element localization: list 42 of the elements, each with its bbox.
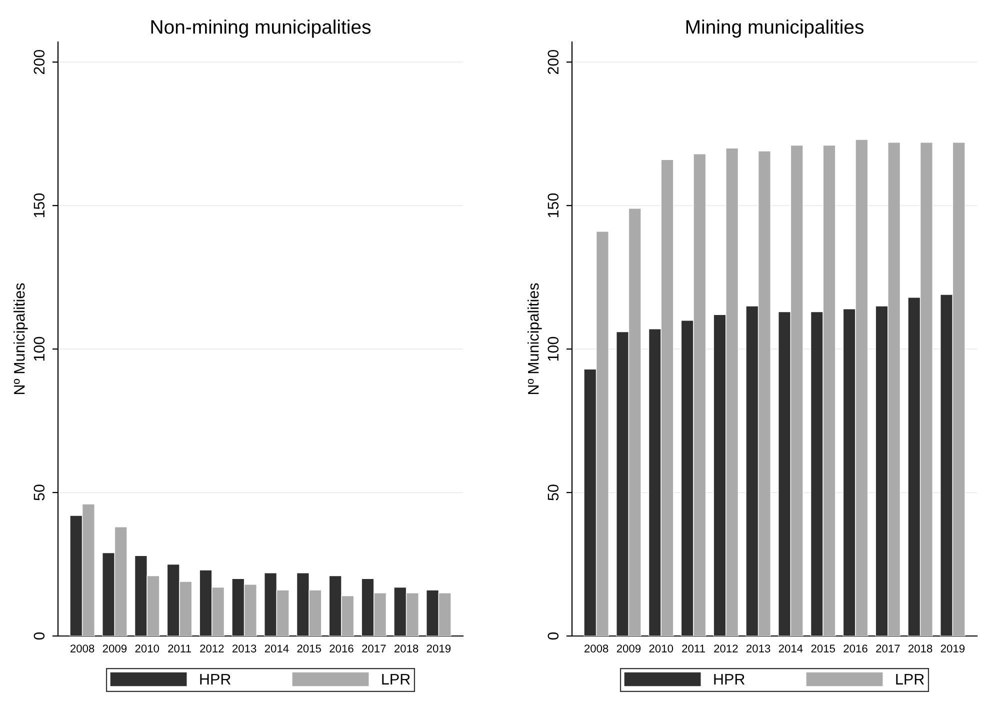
x-tick-label: 2010 — [649, 644, 674, 652]
legend-label: LPR — [382, 674, 410, 684]
x-tick-label: 2019 — [940, 644, 965, 652]
y-tick-label: 200 — [548, 50, 559, 74]
x-tick-label: 2016 — [330, 644, 354, 652]
x-tick-label: 2014 — [264, 644, 289, 652]
x-tick-label: 2015 — [297, 644, 321, 652]
chart-title: Mining municipalities — [686, 20, 864, 38]
x-tick-label: 2014 — [778, 644, 803, 652]
x-tick-label: 2009 — [102, 644, 127, 652]
y-tick-label: 0 — [548, 632, 559, 640]
x-tick-label: 2015 — [811, 644, 835, 652]
y-tick-label: 100 — [548, 336, 559, 361]
legend-label: HPR — [714, 674, 745, 684]
x-tick-label: 2010 — [135, 644, 160, 652]
x-tick-label: 2009 — [616, 644, 641, 652]
y-tick-label: 200 — [34, 50, 45, 74]
legend-label: LPR — [896, 674, 924, 684]
y-tick-label: 150 — [34, 193, 45, 218]
y-axis-title: Nº Municipalities — [14, 283, 28, 394]
x-tick-label: 2011 — [682, 644, 705, 652]
x-tick-label: 2017 — [362, 644, 386, 652]
x-tick-label: 2013 — [746, 644, 770, 652]
x-tick-label: 2012 — [714, 644, 738, 652]
legend-label: HPR — [200, 674, 231, 684]
y-tick-label: 100 — [34, 336, 45, 361]
x-tick-label: 2017 — [876, 644, 900, 652]
chart-title: Non-mining municipalities — [151, 20, 371, 38]
y-tick-label: 150 — [548, 193, 559, 218]
x-tick-label: 2012 — [200, 644, 224, 652]
x-tick-label: 2008 — [70, 644, 94, 652]
x-tick-label: 2011 — [168, 644, 191, 652]
x-tick-label: 2018 — [394, 644, 418, 652]
x-tick-label: 2018 — [908, 644, 932, 652]
y-axis-title: Nº Municipalities — [528, 283, 542, 394]
x-tick-label: 2008 — [584, 644, 608, 652]
y-tick-label: 50 — [34, 484, 45, 500]
y-tick-label: 50 — [548, 484, 559, 500]
x-tick-label: 2019 — [426, 644, 451, 652]
y-tick-label: 0 — [34, 632, 45, 640]
x-tick-label: 2013 — [232, 644, 256, 652]
x-tick-label: 2016 — [844, 644, 868, 652]
